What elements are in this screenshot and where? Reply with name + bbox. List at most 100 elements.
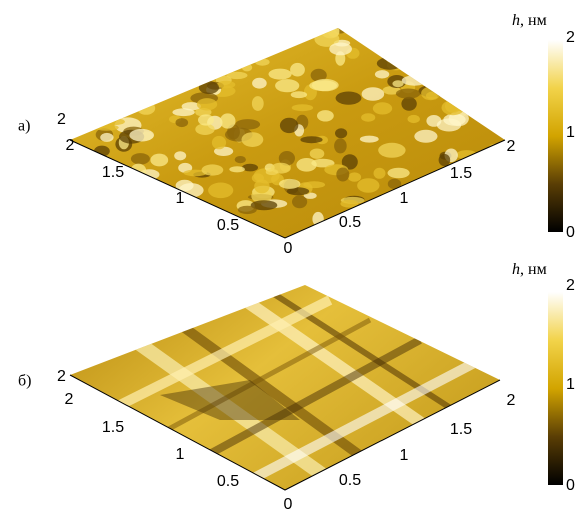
- grain: [471, 87, 484, 100]
- grain: [242, 64, 252, 72]
- grain: [255, 59, 269, 66]
- grain: [150, 154, 168, 167]
- grain: [421, 87, 440, 101]
- colorbar-tick: 2: [566, 29, 575, 46]
- colorbar-symbol: h: [512, 261, 520, 278]
- x-tick-label: 2: [65, 391, 74, 408]
- grain: [335, 128, 347, 138]
- grain: [348, 172, 361, 181]
- grain: [238, 206, 257, 214]
- grain: [252, 96, 264, 111]
- grain: [100, 133, 113, 142]
- figure: а) 2 2 1.5 1 0.5 0 0.5 1 1.5 2 h, нм 2 1…: [0, 0, 581, 513]
- colorbar-tick: 1: [566, 376, 575, 393]
- z-tick-label: 2: [57, 111, 66, 128]
- x-tick-label: 2: [66, 137, 75, 154]
- grain: [401, 97, 416, 111]
- grain: [217, 81, 235, 89]
- grain: [312, 212, 323, 226]
- grain: [252, 173, 264, 182]
- grain: [174, 151, 186, 160]
- grain: [373, 102, 392, 114]
- grain: [456, 150, 477, 159]
- y-tick-label: 1.5: [450, 165, 472, 182]
- grain: [421, 68, 447, 80]
- grain: [375, 70, 389, 78]
- grain: [336, 92, 362, 105]
- x-tick-label: 0: [284, 496, 293, 513]
- colorbar-tick: 0: [566, 477, 575, 494]
- grain: [291, 91, 307, 98]
- panel-label: а): [18, 118, 30, 135]
- colorbar: [548, 40, 563, 232]
- z-tick-label: 2: [57, 368, 66, 385]
- grain: [172, 108, 194, 116]
- colorbar-symbol: h: [512, 12, 520, 29]
- grain: [385, 49, 396, 63]
- grain: [266, 169, 279, 175]
- grain: [378, 143, 405, 158]
- grain: [487, 109, 504, 116]
- grain: [310, 149, 325, 159]
- colorbar-unit: , нм: [520, 12, 547, 29]
- grain: [439, 154, 451, 166]
- grain: [208, 183, 233, 199]
- grain: [292, 195, 307, 208]
- x-tick-label: 0.5: [217, 217, 239, 234]
- grain: [437, 119, 461, 132]
- y-tick-label: 0.5: [339, 472, 361, 489]
- grain: [362, 87, 385, 101]
- grain: [396, 89, 420, 99]
- y-tick-label: 1: [400, 447, 409, 464]
- colorbar-label: h, нм: [512, 261, 547, 278]
- grain: [317, 110, 334, 121]
- grain: [176, 118, 189, 127]
- grain: [137, 102, 155, 115]
- grain: [374, 168, 386, 179]
- grain: [104, 118, 125, 125]
- grain: [516, 116, 541, 129]
- colorbar-tick: 1: [566, 124, 575, 141]
- grain: [296, 158, 316, 172]
- y-tick-label: 2: [507, 392, 516, 409]
- grain: [414, 130, 437, 143]
- grain: [290, 63, 305, 77]
- grain: [220, 113, 236, 128]
- grain: [322, 27, 340, 38]
- panel-label: б): [18, 373, 31, 390]
- grain: [212, 136, 226, 149]
- grain: [361, 113, 375, 121]
- grain: [198, 114, 214, 125]
- grain: [95, 125, 119, 131]
- colorbar-tick: 2: [566, 277, 575, 294]
- x-tick-label: 1: [176, 190, 185, 207]
- grain: [442, 100, 465, 115]
- grain: [269, 69, 292, 80]
- grain: [235, 119, 260, 130]
- grain: [252, 78, 267, 89]
- x-tick-label: 1: [176, 446, 185, 463]
- surface-a: [70, 25, 542, 238]
- grain: [202, 164, 224, 175]
- grain: [388, 168, 410, 179]
- grain: [242, 132, 264, 147]
- y-tick-label: 0.5: [339, 214, 361, 231]
- grain: [129, 129, 154, 142]
- grain: [235, 156, 246, 163]
- colorbar-tick: 0: [566, 224, 575, 241]
- colorbar: [548, 292, 563, 485]
- grain: [487, 106, 514, 114]
- grain: [309, 80, 337, 91]
- colorbar-unit: , нм: [520, 261, 547, 278]
- colorbar-label: h, нм: [512, 12, 547, 29]
- grain: [279, 179, 300, 189]
- grain: [131, 153, 150, 164]
- x-tick-label: 0.5: [217, 473, 239, 490]
- grain: [336, 168, 349, 182]
- grain: [300, 136, 322, 143]
- grain: [292, 104, 313, 111]
- grain: [199, 81, 219, 94]
- grain: [275, 79, 299, 92]
- y-tick-label: 1: [400, 190, 409, 207]
- grain: [229, 166, 245, 172]
